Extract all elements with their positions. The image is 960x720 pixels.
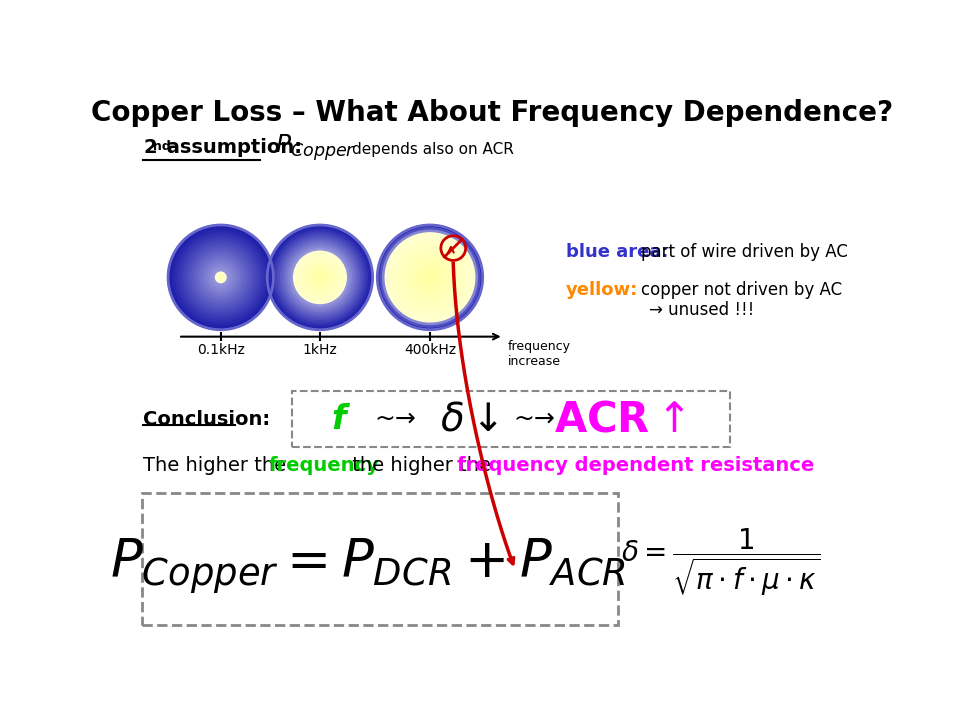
Circle shape [297, 253, 344, 301]
Circle shape [288, 246, 351, 309]
Circle shape [280, 238, 359, 317]
Circle shape [291, 248, 348, 306]
Text: 2: 2 [143, 138, 156, 157]
Circle shape [184, 240, 257, 314]
Circle shape [412, 259, 448, 296]
Circle shape [391, 238, 469, 317]
Circle shape [283, 240, 357, 314]
Circle shape [299, 256, 341, 298]
Circle shape [393, 240, 467, 314]
Circle shape [186, 243, 255, 311]
Text: depends also on ACR: depends also on ACR [352, 143, 515, 157]
Text: copper not driven by AC: copper not driven by AC [641, 282, 842, 300]
Text: $\delta = \dfrac{1}{\sqrt{\pi \cdot f \cdot \mu \cdot \kappa}}$: $\delta = \dfrac{1}{\sqrt{\pi \cdot f \c… [621, 526, 821, 598]
Circle shape [417, 264, 444, 290]
Circle shape [215, 272, 226, 282]
Circle shape [403, 251, 456, 304]
Text: part of wire driven by AC: part of wire driven by AC [641, 243, 848, 261]
Circle shape [270, 228, 370, 327]
Circle shape [409, 256, 451, 298]
Circle shape [427, 275, 433, 280]
Circle shape [406, 253, 454, 301]
Circle shape [174, 230, 268, 325]
Text: yellow:: yellow: [565, 282, 637, 300]
Text: The higher the: The higher the [143, 456, 293, 474]
Circle shape [286, 243, 354, 311]
Text: ACR$\uparrow$: ACR$\uparrow$ [554, 398, 685, 440]
Circle shape [294, 251, 347, 304]
Circle shape [309, 267, 330, 288]
Circle shape [213, 269, 228, 285]
Circle shape [388, 235, 472, 319]
Text: Conclusion:: Conclusion: [143, 410, 271, 428]
Text: assumption:: assumption: [160, 138, 302, 157]
Circle shape [383, 230, 477, 325]
Circle shape [377, 225, 483, 330]
Circle shape [267, 225, 372, 330]
Circle shape [424, 272, 435, 282]
Circle shape [171, 228, 271, 327]
Circle shape [204, 261, 236, 293]
Circle shape [176, 233, 266, 322]
Text: → unused !!!: → unused !!! [649, 301, 754, 319]
Circle shape [210, 267, 231, 288]
Text: frequency
increase: frequency increase [508, 341, 570, 369]
Circle shape [276, 233, 365, 322]
Text: $\delta\downarrow$: $\delta\downarrow$ [440, 400, 497, 438]
Circle shape [304, 261, 336, 293]
Text: the higher the: the higher the [347, 456, 497, 474]
Text: ~→: ~→ [374, 407, 416, 431]
Text: ~→: ~→ [514, 407, 556, 431]
Circle shape [385, 233, 475, 322]
Circle shape [189, 246, 252, 309]
Text: blue area:: blue area: [565, 243, 668, 261]
Circle shape [396, 243, 465, 311]
Circle shape [273, 230, 368, 325]
Text: 0.1kHz: 0.1kHz [197, 343, 245, 357]
Circle shape [200, 256, 242, 298]
Circle shape [315, 272, 325, 282]
Circle shape [203, 259, 239, 296]
Circle shape [218, 275, 224, 280]
Text: 1kHz: 1kHz [302, 343, 337, 357]
Circle shape [398, 246, 462, 309]
Circle shape [277, 235, 362, 319]
Text: f: f [331, 402, 346, 436]
Circle shape [318, 275, 323, 280]
Text: nd: nd [154, 140, 171, 153]
Circle shape [207, 264, 234, 290]
Circle shape [422, 269, 438, 285]
Circle shape [192, 248, 250, 306]
Text: $P_{Copper} = P_{DCR} + P_{ACR}$: $P_{Copper} = P_{DCR} + P_{ACR}$ [110, 537, 626, 597]
Circle shape [194, 251, 247, 304]
Circle shape [380, 228, 480, 327]
Circle shape [181, 238, 260, 317]
Text: Copper Loss – What About Frequency Dependence?: Copper Loss – What About Frequency Depen… [91, 99, 893, 127]
Circle shape [420, 267, 441, 288]
Circle shape [168, 225, 274, 330]
Text: frequency dependent resistance: frequency dependent resistance [457, 456, 814, 474]
Text: 400kHz: 400kHz [404, 343, 456, 357]
Circle shape [197, 253, 245, 301]
Circle shape [401, 248, 459, 306]
Circle shape [179, 235, 263, 319]
Text: frequency: frequency [269, 456, 379, 474]
Circle shape [301, 259, 338, 296]
Text: $P_{Copper}$: $P_{Copper}$ [275, 132, 356, 163]
Circle shape [307, 264, 333, 290]
Circle shape [414, 261, 445, 293]
Circle shape [312, 269, 328, 285]
